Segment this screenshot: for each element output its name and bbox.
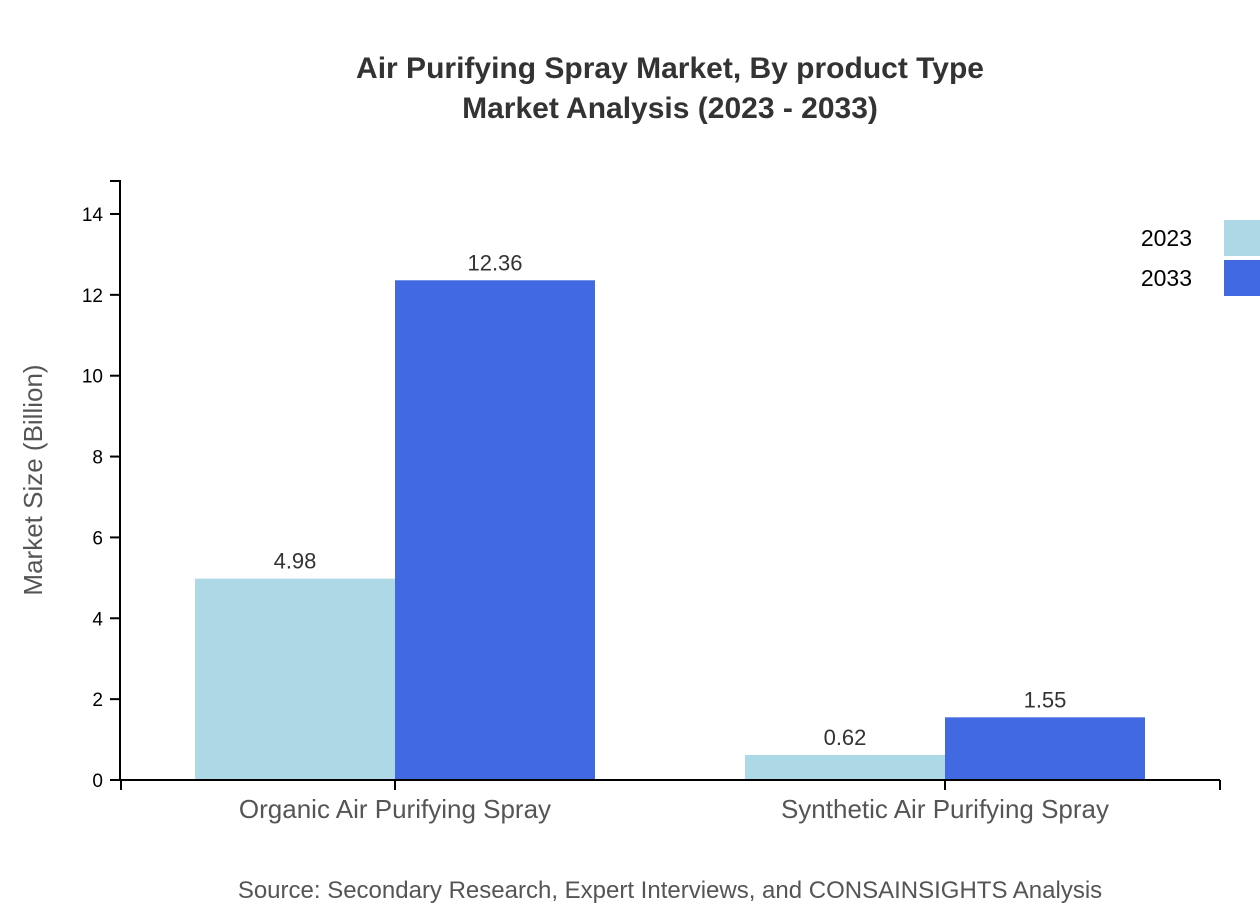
chart-title-line1: Air Purifying Spray Market, By product T… xyxy=(356,52,984,85)
bar-value-label: 4.98 xyxy=(274,549,317,574)
bar-value-label: 0.62 xyxy=(824,725,867,750)
bar-value-label: 1.55 xyxy=(1024,687,1067,712)
y-tick-label: 8 xyxy=(92,448,103,469)
chart-title-line2: Market Analysis (2023 - 2033) xyxy=(462,92,878,125)
y-tick-label: 10 xyxy=(82,367,103,388)
y-axis: 0 2 4 6 8 10 12 14 xyxy=(82,180,121,792)
legend-swatch-2023 xyxy=(1224,220,1260,256)
y-tick-label: 12 xyxy=(82,286,103,307)
y-tick-label: 0 xyxy=(92,771,103,792)
bar-value-labels: 4.98 12.36 0.62 1.55 xyxy=(274,250,1067,750)
bar-2023-synthetic xyxy=(745,754,945,780)
x-category-label: Synthetic Air Purifying Spray xyxy=(781,794,1109,824)
legend-label-2033: 2033 xyxy=(1141,265,1192,291)
y-axis-label: Market Size (Billion) xyxy=(18,364,48,595)
bar-2033-organic xyxy=(395,280,595,780)
legend: 2023 2033 xyxy=(1141,220,1260,296)
y-tick-label: 14 xyxy=(82,205,104,226)
bars-group xyxy=(195,280,1145,780)
legend-label-2023: 2023 xyxy=(1141,225,1192,251)
bar-2023-organic xyxy=(195,578,395,780)
bar-value-label: 12.36 xyxy=(467,250,522,275)
y-tick-label: 6 xyxy=(92,528,103,549)
bar-2033-synthetic xyxy=(945,717,1145,780)
legend-swatch-2033 xyxy=(1224,260,1260,296)
source-note: Source: Secondary Research, Expert Inter… xyxy=(237,877,1103,904)
y-tick-label: 2 xyxy=(92,690,103,711)
x-axis: Organic Air Purifying Spray Synthetic Air… xyxy=(120,779,1221,824)
y-tick-label: 4 xyxy=(92,609,103,630)
x-category-label: Organic Air Purifying Spray xyxy=(239,794,551,824)
